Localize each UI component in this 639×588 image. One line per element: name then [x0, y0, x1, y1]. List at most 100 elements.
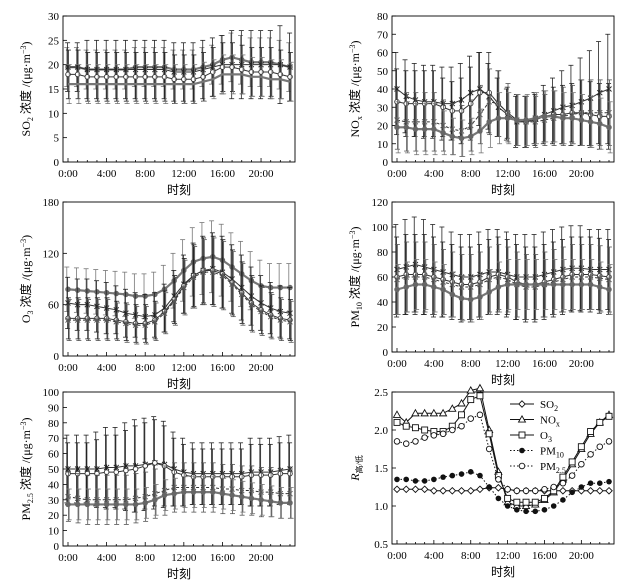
- data-point: [74, 501, 81, 508]
- data-point: [258, 308, 264, 315]
- data-point: [152, 497, 158, 503]
- data-point: [587, 109, 594, 116]
- data-point: [94, 66, 100, 73]
- data-point: [457, 398, 466, 407]
- y-tick-label: 10: [48, 526, 60, 538]
- data-point: [466, 486, 475, 495]
- y-tick-label: 70: [377, 29, 389, 41]
- data-point: [248, 293, 255, 300]
- data-point: [449, 281, 456, 288]
- y-tick-label: 20: [48, 510, 60, 522]
- chart-panel-o3: 0 60 120 180 0:00 4:00 8:00 12:00 16:00 20:00 时刻 O3…: [18, 197, 296, 391]
- data-point: [458, 471, 465, 477]
- data-point: [420, 408, 429, 417]
- data-point: [477, 128, 483, 134]
- data-point: [477, 89, 483, 96]
- data-point: [458, 127, 465, 134]
- y-tick-label: 60: [48, 300, 60, 312]
- data-point: [541, 281, 548, 288]
- data-point: [587, 451, 594, 458]
- data-point: [267, 498, 274, 505]
- data-point: [123, 310, 129, 317]
- data-point: [587, 119, 594, 125]
- x-tick-label: 4:00: [424, 358, 444, 370]
- x-tick-label: 16:00: [210, 168, 236, 180]
- data-point: [476, 392, 484, 400]
- data-point: [171, 76, 177, 83]
- y-axis-label: PM10 浓度 /(μg·m−3): [347, 227, 364, 328]
- data-point: [132, 74, 139, 80]
- data-point: [518, 462, 526, 470]
- data-point: [103, 469, 110, 475]
- data-point: [560, 281, 566, 288]
- data-point: [477, 111, 483, 118]
- data-point: [458, 295, 465, 302]
- data-point: [467, 469, 474, 475]
- data-point: [532, 487, 539, 495]
- y-axis-label: NOx 浓度 /(μg·m−3): [347, 41, 364, 138]
- data-point: [181, 489, 187, 495]
- series-2: [65, 42, 293, 104]
- data-point: [421, 281, 428, 288]
- series-line: [68, 491, 290, 506]
- data-point: [103, 501, 110, 508]
- x-tick-label: 16:00: [210, 362, 236, 374]
- x-tick-label: 4:00: [97, 168, 117, 180]
- y-tick-label: 80: [377, 11, 389, 23]
- data-point: [219, 64, 226, 70]
- data-point: [421, 426, 429, 434]
- data-point: [541, 486, 548, 493]
- y-axis-label: SO2 浓度 /(μg·m−3): [18, 42, 35, 137]
- data-point: [190, 68, 197, 75]
- data-point: [606, 109, 612, 116]
- data-point: [210, 69, 216, 75]
- x-axis-label: 时刻: [167, 567, 191, 581]
- data-point: [219, 490, 226, 497]
- data-point: [449, 472, 456, 479]
- x-tick-label: 8:00: [135, 362, 155, 374]
- data-point: [421, 118, 428, 125]
- data-point: [522, 498, 530, 506]
- series-line: [67, 486, 290, 501]
- data-point: [403, 476, 410, 483]
- data-point: [412, 478, 419, 484]
- series-line: [68, 73, 291, 86]
- data-point: [559, 473, 567, 481]
- data-point: [440, 474, 446, 480]
- data-point: [495, 274, 502, 280]
- data-point: [596, 275, 603, 282]
- data-point: [84, 74, 91, 80]
- series-line: [396, 395, 610, 503]
- data-point: [605, 486, 613, 495]
- data-point: [495, 115, 502, 121]
- x-axis-label: 时刻: [491, 565, 515, 579]
- y-tick-label: 60: [48, 449, 60, 461]
- chart-panel-pm25: 0 10 20 30 40 50 60 70 80 90 100 0:00 4:00 8:00 12:00 1…: [18, 387, 296, 581]
- data-point: [161, 310, 168, 317]
- data-point: [113, 501, 120, 508]
- data-point: [578, 484, 585, 490]
- data-point: [142, 463, 148, 469]
- data-point: [229, 64, 235, 70]
- x-tick-label: 12:00: [171, 552, 197, 564]
- data-point: [200, 74, 206, 80]
- data-point: [578, 460, 585, 468]
- data-point: [467, 122, 474, 129]
- data-point: [449, 291, 456, 298]
- data-point: [532, 281, 539, 288]
- data-point: [550, 113, 557, 120]
- y-tick-label: 30: [48, 495, 60, 507]
- data-point: [94, 303, 100, 310]
- data-point: [393, 418, 401, 426]
- x-tick-label: 20:00: [249, 552, 275, 564]
- data-point: [440, 122, 446, 129]
- data-point: [412, 281, 419, 288]
- y-tick-label: 25: [48, 35, 60, 47]
- data-point: [142, 66, 149, 73]
- data-point: [412, 118, 419, 125]
- data-point: [569, 115, 575, 121]
- x-tick-label: 20:00: [569, 550, 595, 562]
- series-3: [394, 259, 613, 323]
- data-point: [287, 500, 293, 506]
